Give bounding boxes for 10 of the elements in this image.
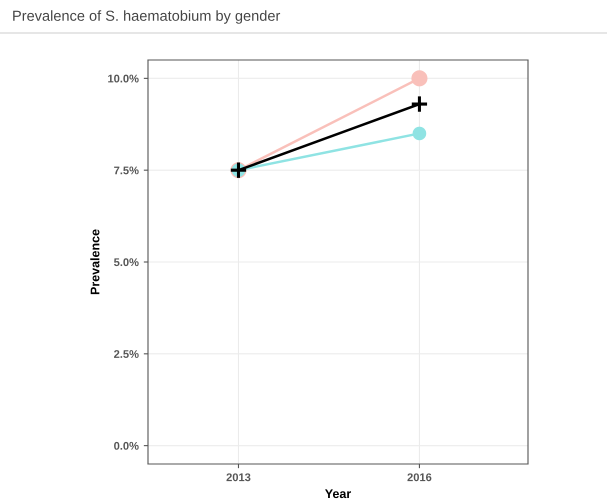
y-axis-title: Prevalence [90, 229, 100, 294]
x-axis-title: Year [325, 489, 352, 498]
y-tick-label: 5.0% [114, 258, 139, 266]
y-tick-label: 7.5% [114, 166, 139, 174]
x-tick-label: 2013 [226, 473, 250, 482]
y-tick-label: 2.5% [114, 350, 139, 358]
chart-title: Prevalence of S. haematobium by gender [13, 10, 280, 24]
x-tick-label: 2016 [407, 473, 432, 482]
y-tick-label: 10.0% [108, 74, 139, 82]
y-tick-label: 0.0% [114, 442, 139, 450]
